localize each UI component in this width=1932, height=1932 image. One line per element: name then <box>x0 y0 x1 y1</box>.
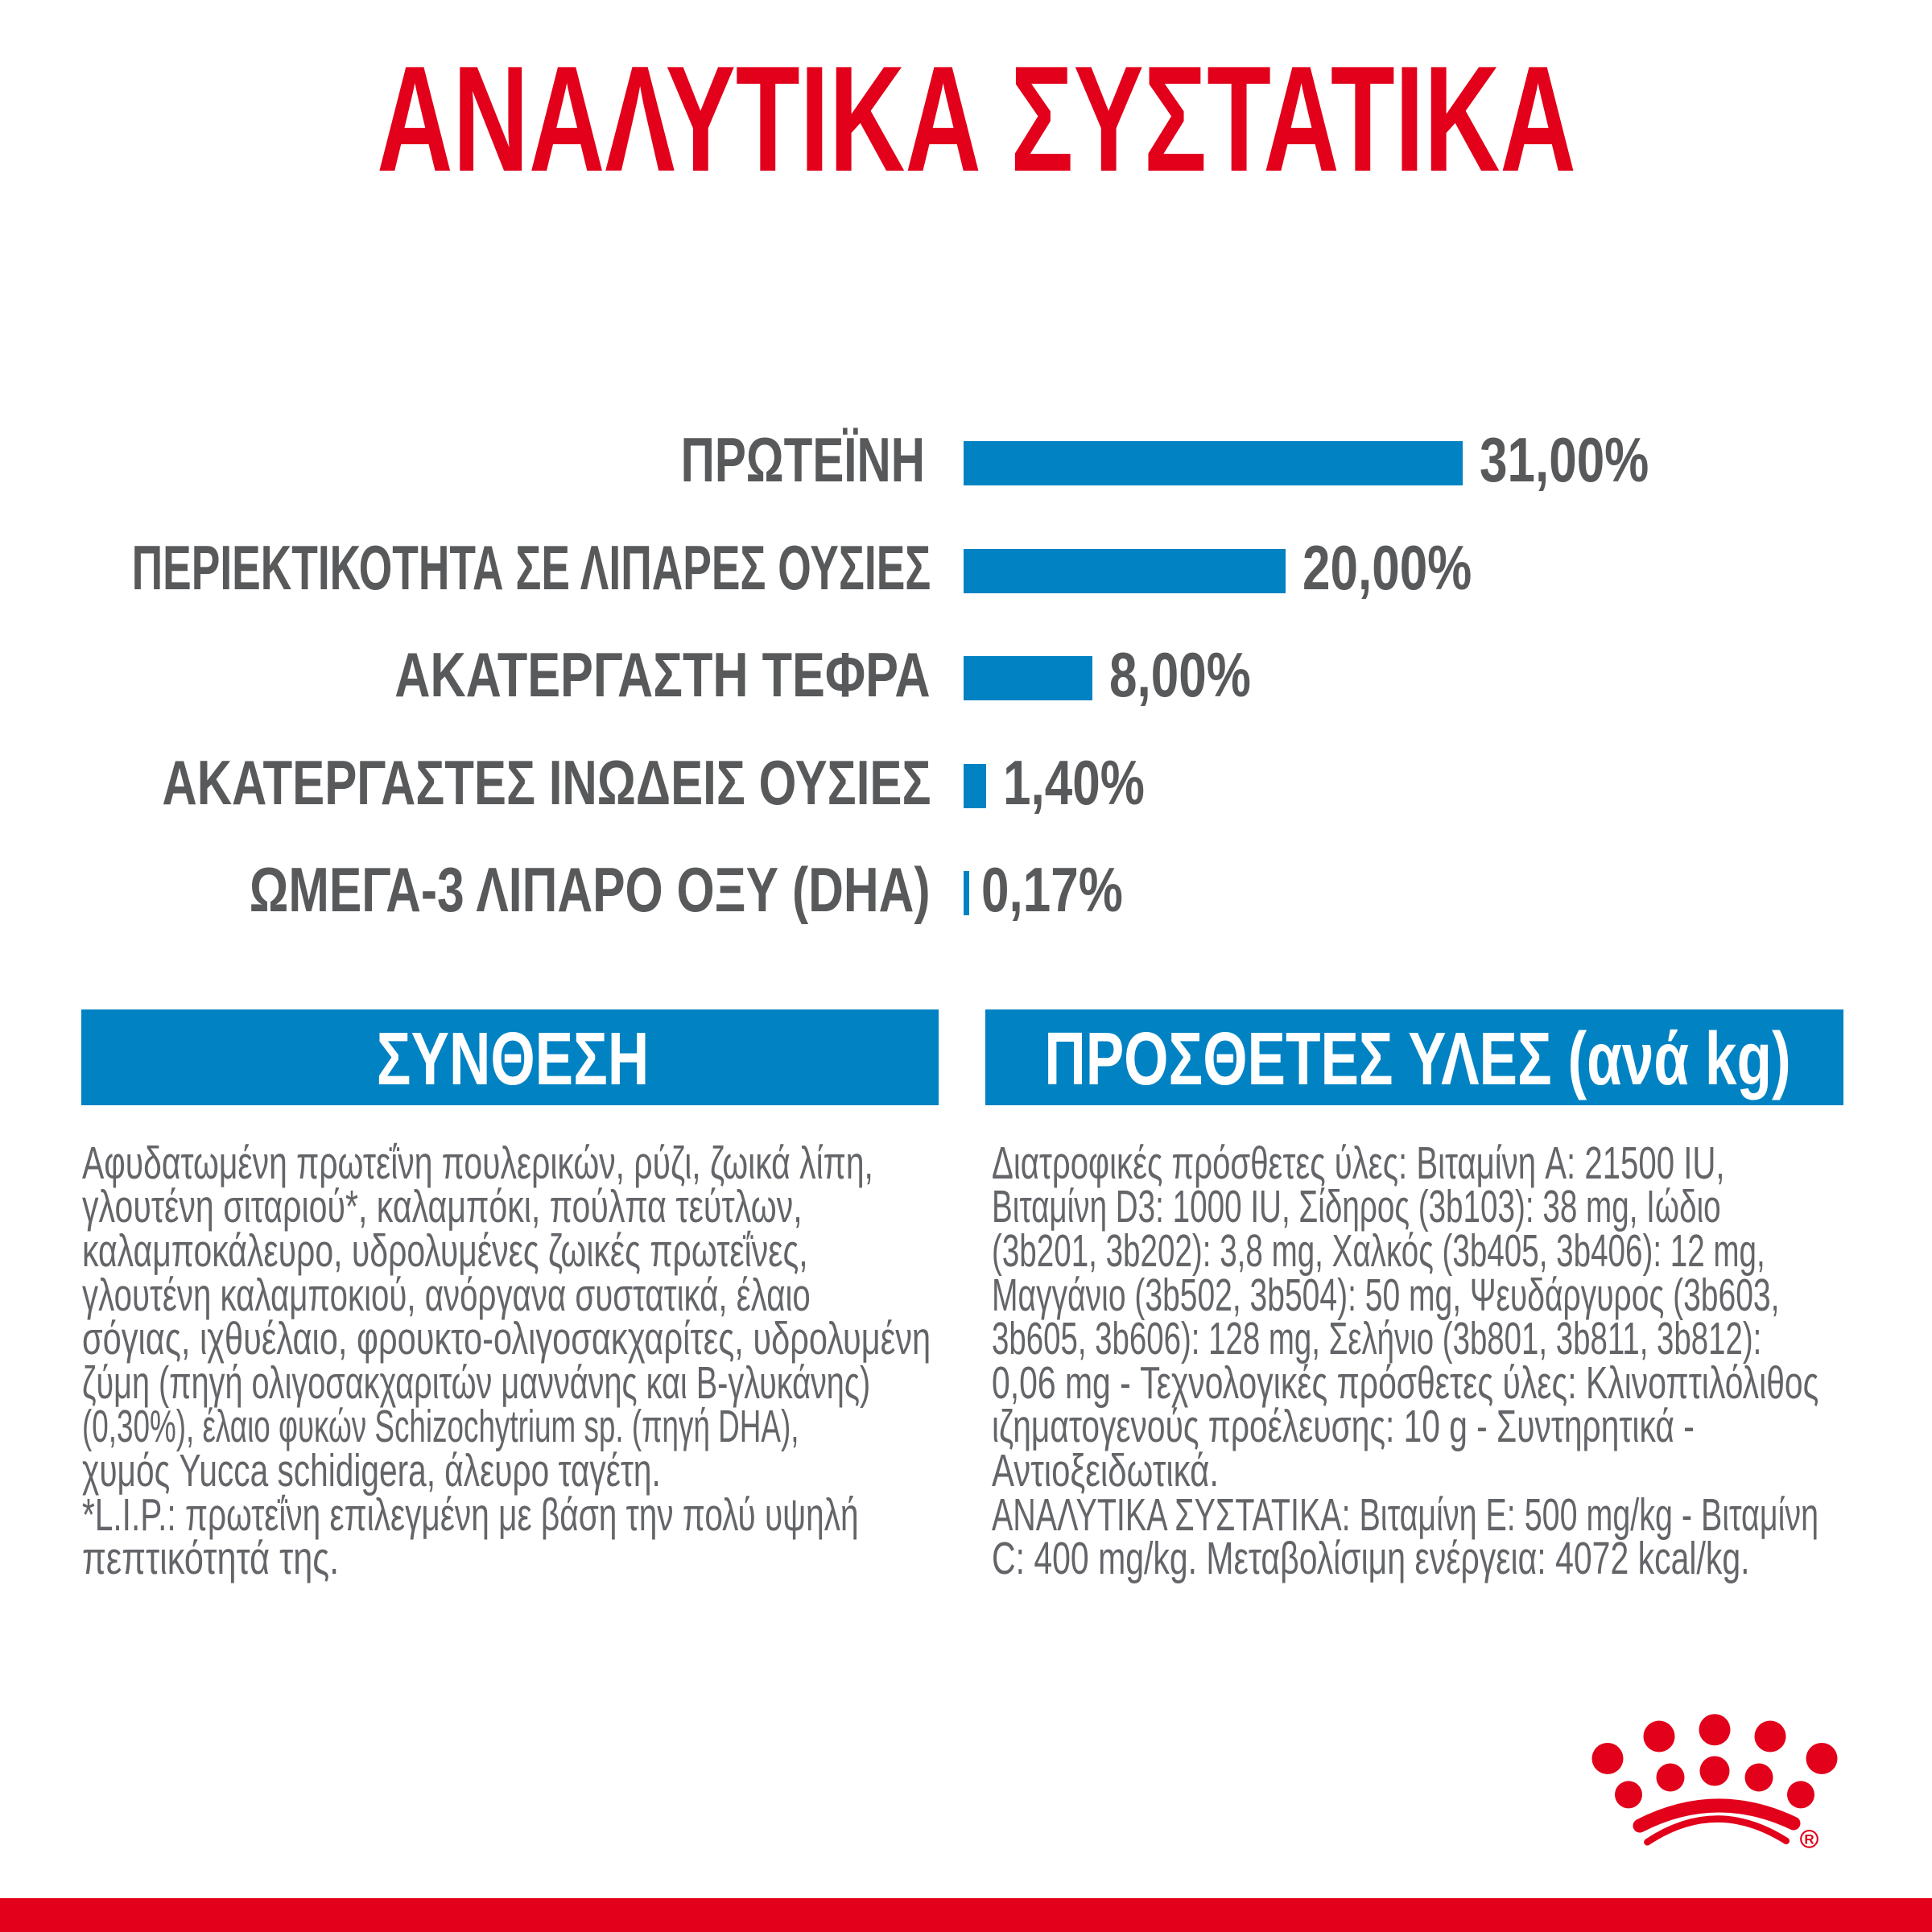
svg-text:R: R <box>1804 1831 1814 1847</box>
